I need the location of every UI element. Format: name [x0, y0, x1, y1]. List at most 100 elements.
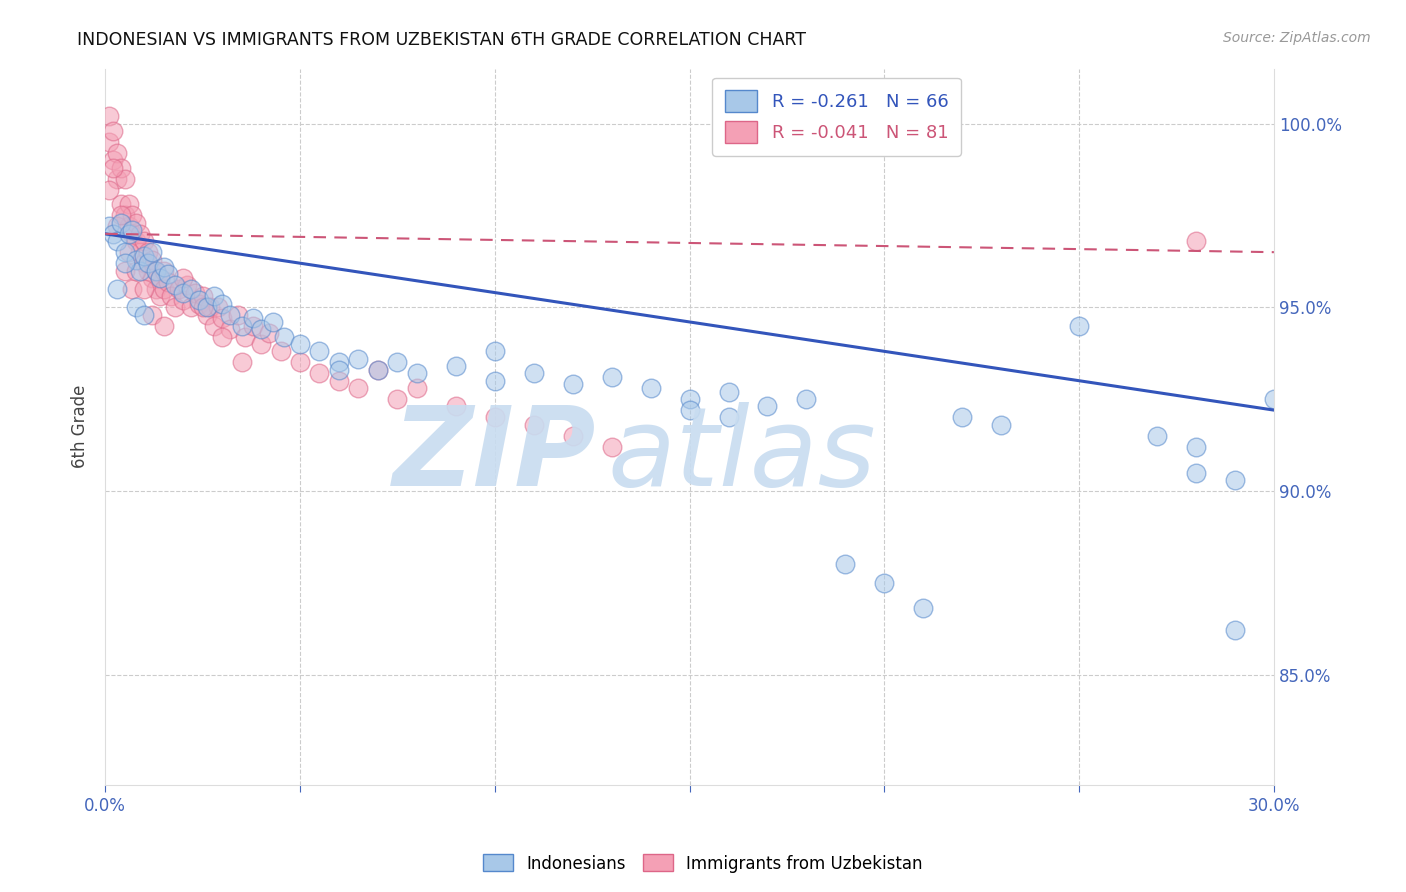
Point [484, 410, 506, 425]
Point [156, 267, 179, 281]
Point [141, 252, 163, 267]
Point [136, 245, 159, 260]
Point [145, 263, 167, 277]
Point [172, 293, 194, 307]
Point [134, 308, 156, 322]
Point [202, 318, 225, 333]
Point [191, 300, 214, 314]
Text: Source: ZipAtlas.com: Source: ZipAtlas.com [1223, 31, 1371, 45]
Point [387, 355, 409, 369]
Point [288, 355, 311, 369]
Point [180, 282, 202, 296]
Point [347, 381, 370, 395]
Point [125, 216, 148, 230]
Point [167, 282, 190, 296]
Point [308, 367, 330, 381]
Point [912, 601, 935, 615]
Point [160, 289, 183, 303]
Point [1223, 624, 1246, 638]
Point [273, 329, 295, 343]
Point [257, 326, 280, 340]
Point [288, 337, 311, 351]
Point [141, 245, 163, 260]
Point [523, 417, 546, 432]
Point [328, 374, 350, 388]
Point [136, 256, 159, 270]
Point [134, 234, 156, 248]
Point [134, 249, 156, 263]
Point [129, 245, 152, 260]
Point [444, 359, 467, 373]
Point [149, 271, 172, 285]
Point [328, 362, 350, 376]
Point [873, 575, 896, 590]
Point [328, 355, 350, 369]
Point [561, 377, 583, 392]
Point [834, 558, 856, 572]
Point [211, 296, 233, 310]
Point [235, 329, 257, 343]
Point [114, 256, 136, 270]
Point [110, 161, 132, 175]
Point [105, 234, 128, 248]
Point [105, 219, 128, 234]
Point [152, 282, 174, 296]
Point [117, 227, 139, 241]
Point [678, 392, 700, 406]
Point [176, 278, 198, 293]
Point [180, 300, 202, 314]
Point [1185, 440, 1208, 454]
Point [98, 135, 121, 149]
Point [187, 296, 209, 310]
Point [211, 311, 233, 326]
Point [152, 263, 174, 277]
Point [114, 263, 136, 277]
Point [117, 197, 139, 211]
Point [444, 400, 467, 414]
Point [1146, 429, 1168, 443]
Point [152, 318, 174, 333]
Point [129, 227, 152, 241]
Point [129, 263, 152, 277]
Point [231, 355, 253, 369]
Point [141, 271, 163, 285]
Point [134, 282, 156, 296]
Point [172, 271, 194, 285]
Point [308, 344, 330, 359]
Point [165, 300, 187, 314]
Point [242, 318, 264, 333]
Point [717, 384, 740, 399]
Point [226, 308, 249, 322]
Point [165, 278, 187, 293]
Point [405, 381, 427, 395]
Point [1185, 234, 1208, 248]
Text: INDONESIAN VS IMMIGRANTS FROM UZBEKISTAN 6TH GRADE CORRELATION CHART: INDONESIAN VS IMMIGRANTS FROM UZBEKISTAN… [77, 31, 806, 49]
Point [141, 308, 163, 322]
Text: atlas: atlas [607, 401, 876, 508]
Point [98, 219, 121, 234]
Point [250, 337, 273, 351]
Point [195, 300, 218, 314]
Point [796, 392, 818, 406]
Legend: Indonesians, Immigrants from Uzbekistan: Indonesians, Immigrants from Uzbekistan [477, 847, 929, 880]
Point [101, 124, 124, 138]
Point [149, 289, 172, 303]
Point [242, 311, 264, 326]
Point [134, 256, 156, 270]
Point [211, 329, 233, 343]
Point [121, 223, 143, 237]
Point [207, 300, 229, 314]
Point [114, 245, 136, 260]
Point [152, 260, 174, 274]
Point [250, 322, 273, 336]
Point [484, 344, 506, 359]
Point [600, 370, 623, 384]
Point [191, 289, 214, 303]
Point [600, 440, 623, 454]
Point [195, 308, 218, 322]
Point [117, 245, 139, 260]
Point [218, 308, 240, 322]
Point [756, 400, 779, 414]
Point [1185, 466, 1208, 480]
Point [125, 234, 148, 248]
